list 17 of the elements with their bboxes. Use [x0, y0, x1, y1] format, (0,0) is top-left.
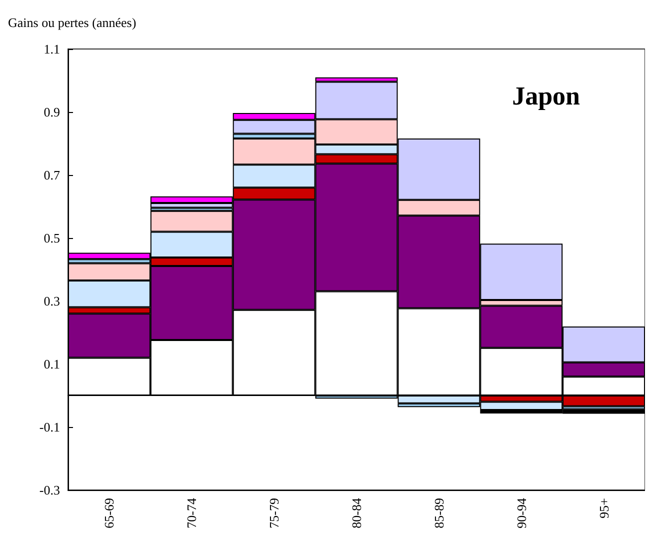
y-tick-label: 1.1 [44, 42, 60, 56]
y-tick-label: -0.1 [39, 420, 60, 434]
y-tick-label: 0.1 [44, 356, 60, 372]
y-tick-label: -0.3 [39, 482, 60, 498]
y-tick-label: 0.7 [44, 168, 60, 182]
x-tick-label: 75-79 [266, 498, 282, 528]
y-tick-label: 0.5 [44, 230, 60, 246]
y-tick-label: 0.9 [44, 104, 60, 120]
x-tick-label: 70-74 [184, 498, 200, 528]
x-tick-label: 95+ [596, 498, 612, 518]
x-tick-label: 65-69 [102, 498, 117, 528]
x-tick-label: 80-84 [349, 498, 364, 528]
x-tick-label: 85-89 [431, 498, 446, 528]
text: Japon [512, 82, 581, 110]
y-axis-title: Gains ou pertes (années) [8, 15, 136, 30]
y-tick-label: 0.3 [44, 294, 60, 308]
x-tick-label: 90-94 [514, 498, 529, 528]
